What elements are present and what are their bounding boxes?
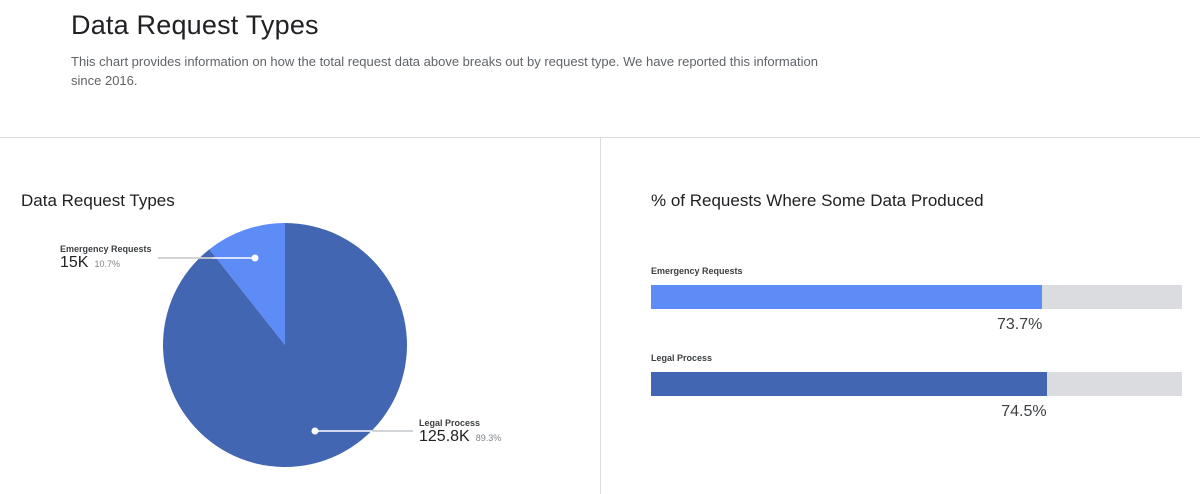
- pie-label-emergency: Emergency Requests 15K 10.7%: [60, 244, 152, 272]
- bar-row-legal: Legal Process 74.5%: [651, 353, 1182, 420]
- pie-chart: [158, 223, 413, 467]
- pie-slice-legal: [162, 223, 407, 467]
- bar-row-emergency: Emergency Requests 73.7%: [651, 266, 1182, 333]
- pie-slice-emergency: [209, 223, 285, 345]
- pie-label-percent: 10.7%: [94, 259, 120, 269]
- page-description: This chart provides information on how t…: [71, 54, 818, 88]
- pie-label-category: Emergency Requests: [60, 244, 152, 254]
- bar-track: [651, 285, 1182, 309]
- bar-legal: [651, 372, 1047, 396]
- bar-value-label: 74.5%: [1001, 403, 1047, 420]
- leader-legal-dot: [311, 427, 319, 435]
- page-title: Data Request Types: [71, 10, 319, 40]
- bar-track: [651, 372, 1182, 396]
- bar-category-label: Legal Process: [651, 353, 713, 363]
- pie-label-legal: Legal Process 125.8K 89.3%: [419, 418, 501, 446]
- bar-value-label: 73.7%: [996, 316, 1043, 333]
- pie-label-percent: 89.3%: [475, 433, 502, 443]
- bar-chart-title: % of Requests Where Some Data Produced: [651, 191, 984, 210]
- pie-label-value: 15K: [60, 254, 89, 271]
- pie-label-value: 125.8K: [419, 428, 470, 445]
- pie-label-category: Legal Process: [419, 418, 481, 428]
- vertical-divider: [600, 137, 601, 494]
- pie-chart-title: Data Request Types: [21, 191, 175, 210]
- bar-category-label: Emergency Requests: [651, 266, 743, 276]
- leader-emergency-dot: [251, 254, 259, 262]
- bar-emergency: [651, 285, 1043, 309]
